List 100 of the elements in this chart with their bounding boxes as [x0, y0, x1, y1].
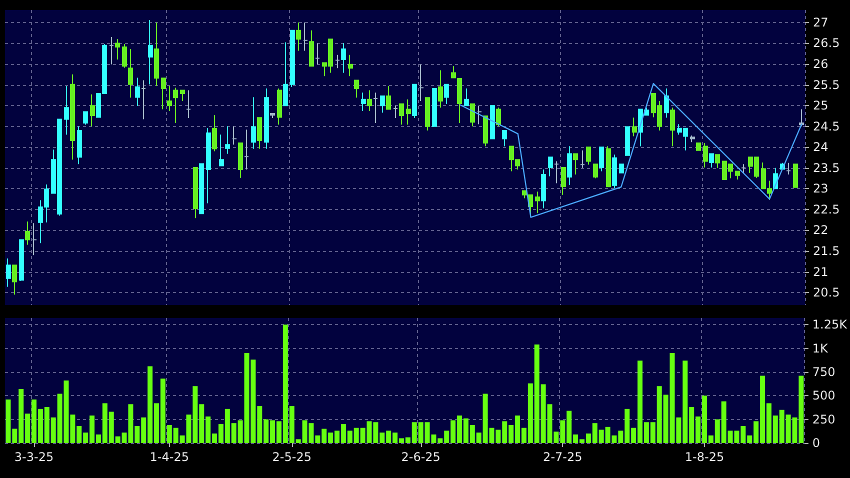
x-tick-label: 2-6-25: [401, 450, 440, 464]
candlestick: [206, 128, 211, 204]
y-tick-label: 0: [812, 436, 820, 450]
candlestick: [186, 90, 191, 119]
candlestick: [419, 64, 424, 102]
y-tick-label: 26.5: [813, 36, 840, 50]
candlestick: [625, 126, 630, 156]
candlestick: [290, 30, 295, 88]
candlestick: [496, 107, 501, 127]
y-tick-label: 20.5: [813, 286, 840, 300]
candlestick: [741, 164, 746, 174]
candlestick: [70, 74, 75, 160]
candlestick: [696, 142, 701, 151]
y-tick-label: 22.5: [813, 202, 840, 216]
candlestick: [64, 86, 69, 136]
candlestick: [593, 164, 598, 179]
candlestick: [154, 22, 159, 87]
candlestick: [25, 220, 30, 246]
candlestick: [567, 146, 572, 186]
y-tick-label: 27: [813, 15, 828, 30]
candlestick: [386, 86, 391, 110]
candlestick: [6, 258, 11, 288]
x-tick-label: 1-8-25: [684, 450, 724, 464]
candlestick: [315, 42, 320, 65]
y-tick-label: 25.5: [813, 78, 840, 92]
candlestick: [244, 129, 249, 170]
candlestick: [470, 103, 475, 127]
candlestick: [238, 142, 243, 178]
candlestick: [393, 105, 398, 119]
y-tick-label: 21.5: [813, 244, 840, 258]
x-tick-label: 3-3-25: [14, 450, 54, 464]
candlestick: [335, 54, 340, 69]
candlestick: [303, 22, 308, 52]
candlestick: [561, 166, 566, 196]
y-tick-label: 1K: [812, 341, 830, 356]
candlestick: [83, 111, 88, 126]
candlestick: [264, 88, 269, 150]
candlestick: [193, 166, 198, 219]
candlestick: [180, 90, 185, 102]
candlestick: [632, 117, 637, 137]
x-tick-label: 1-4-25: [150, 450, 189, 464]
candlestick: [670, 107, 675, 147]
candlestick: [12, 264, 17, 296]
candlestick: [212, 114, 217, 152]
candlestick: [373, 92, 378, 124]
candlestick: [690, 134, 695, 143]
candlestick: [573, 153, 578, 176]
candlestick: [490, 105, 495, 140]
x-tick-label: 2-7-25: [543, 450, 582, 464]
candlestick: [141, 80, 146, 120]
candlestick: [277, 88, 282, 126]
candlestick: [477, 105, 482, 125]
candlestick: [548, 156, 553, 177]
candlestick: [367, 90, 372, 112]
candlestick: [483, 115, 488, 147]
y-tick-label: 22: [813, 223, 828, 238]
candlestick: [128, 48, 133, 98]
candlestick: [586, 146, 591, 166]
candlestick: [135, 77, 140, 106]
candlestick: [309, 30, 314, 67]
candlestick: [115, 38, 120, 60]
candlestick: [715, 154, 720, 168]
candlestick: [148, 19, 153, 85]
candlestick: [502, 130, 507, 147]
y-tick-label: 21: [813, 264, 828, 279]
y-tick-label: 24.5: [813, 119, 840, 134]
candlestick: [361, 92, 366, 112]
candlestick: [612, 154, 617, 189]
candlestick: [199, 163, 204, 214]
candlestick: [432, 88, 437, 127]
y-tick-label: 23.5: [813, 160, 840, 175]
y-tick-label: 750: [812, 364, 836, 379]
candlestick: [425, 97, 430, 131]
candlestick: [793, 164, 798, 188]
candlestick: [599, 146, 604, 172]
candlestick: [464, 88, 469, 106]
candlestick: [664, 88, 669, 118]
y-tick-label: 500: [812, 388, 836, 403]
candlestick: [412, 84, 417, 119]
candlestick: [283, 42, 288, 106]
candlestick: [77, 126, 82, 165]
candlestick: [457, 78, 462, 124]
candlestick: [535, 191, 540, 214]
candlestick: [709, 153, 714, 168]
candlestick: [19, 239, 24, 282]
candlestick: [32, 222, 37, 256]
candlestick: [296, 22, 301, 52]
candlestick: [438, 70, 443, 108]
candlestick: [270, 112, 275, 119]
candlestick: [799, 108, 804, 127]
candlestick: [232, 126, 237, 146]
y-tick-label: 26: [813, 57, 828, 72]
candlestick: [90, 94, 95, 127]
candlestick: [541, 169, 546, 209]
line-series: [459, 82, 802, 218]
candlestick: [225, 126, 230, 154]
candlestick: [122, 44, 127, 68]
candlestick: [354, 80, 359, 98]
candlestick: [451, 66, 456, 78]
y-tick-label: 24: [813, 140, 828, 154]
